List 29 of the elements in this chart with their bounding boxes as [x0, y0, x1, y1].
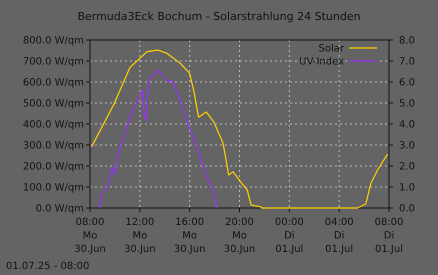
y-tick-label: 600.0 W/qm: [22, 78, 84, 88]
y-tick-label: 700.0 W/qm: [22, 56, 84, 68]
y-tick-label: 800.0 W/qm: [22, 36, 84, 46]
x-tick-label: 16:00 Mo 30.Jun: [174, 217, 206, 255]
x-tick-label: 04:00 Di 01.Jul: [324, 217, 354, 255]
y2-tick-label: 8.0: [399, 36, 415, 46]
y2-tick-label: 7.0: [399, 56, 415, 68]
y-tick-label: 0.0 W/qm: [36, 204, 84, 214]
y2-tick-label: 0.0: [399, 204, 415, 214]
x-tick-label: 12:00 Mo 30.Jun: [124, 217, 156, 255]
x-tick-label: 08:00 Di 01.Jul: [374, 217, 404, 255]
y2-tick-label: 6.0: [399, 78, 415, 88]
text: 01.07.25 - 08:00: [6, 261, 90, 272]
y2-tick-label: 4.0: [399, 120, 415, 130]
y-tick-label: 300.0 W/qm: [22, 140, 84, 152]
y-tick-label: 400.0 W/qm: [22, 120, 84, 130]
x-tick-label: 00:00 Di 01.Jul: [274, 217, 304, 255]
y2-tick-label: 1.0: [399, 182, 415, 194]
legend-label: Solar: [318, 44, 345, 54]
y-tick-label: 200.0 W/qm: [22, 162, 84, 172]
y2-tick-label: 5.0: [399, 98, 415, 110]
y-tick-label: 100.0 W/qm: [22, 182, 84, 194]
chart-title: Bermuda3Eck Bochum - Solarstrahlung 24 Stunden: [77, 10, 361, 23]
y2-tick-label: 2.0: [399, 162, 415, 172]
y-tick-label: 500.0 W/qm: [22, 98, 84, 110]
x-tick-label: 20:00 Mo 30.Jun: [224, 217, 256, 255]
x-tick-label: 08:00 Mo 30.Jun: [74, 217, 106, 255]
legend-label: UV-Index: [299, 56, 344, 68]
y2-tick-label: 3.0: [399, 140, 415, 152]
